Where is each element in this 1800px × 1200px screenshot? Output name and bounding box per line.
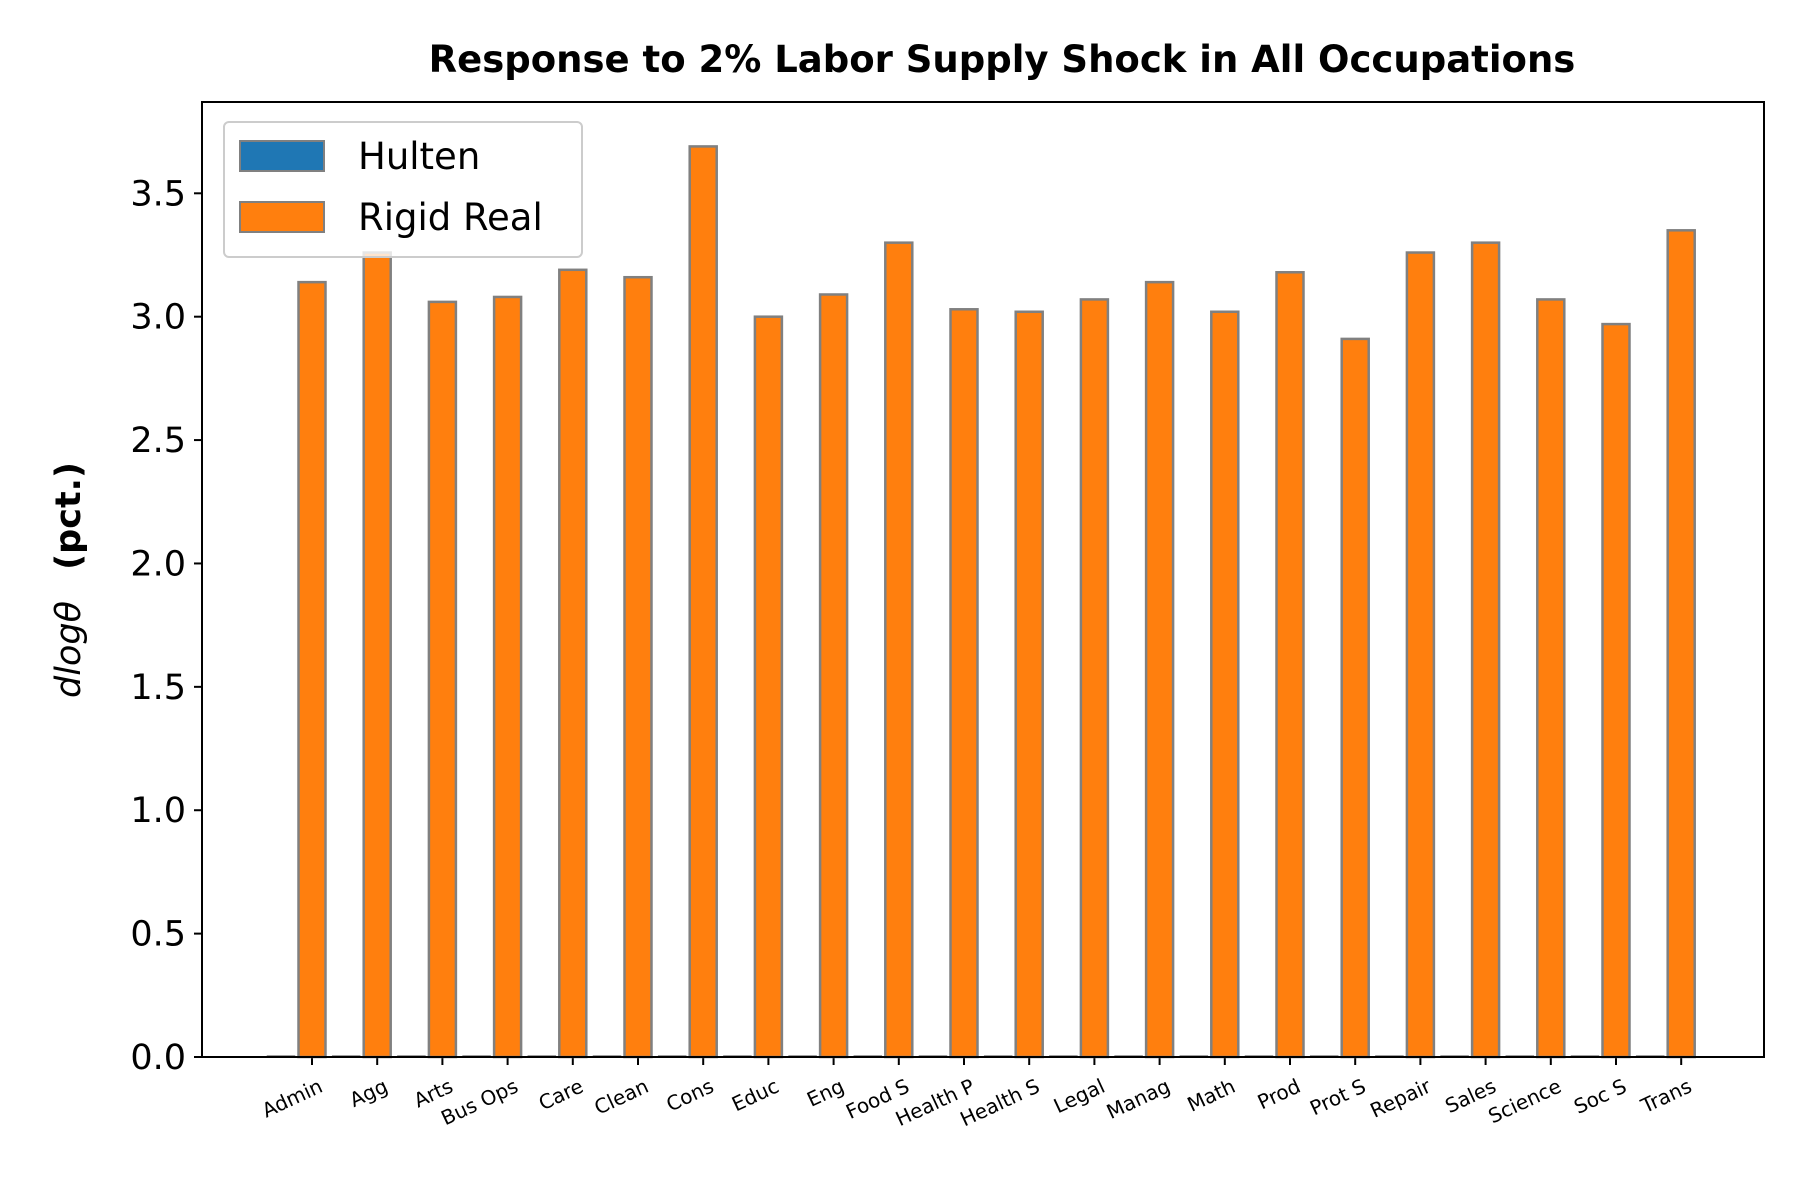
bar-rigid-real-repair — [1405, 251, 1436, 1059]
bar-rigid-real-math — [1210, 310, 1240, 1059]
y-tick-label: 1.0 — [130, 791, 186, 831]
x-tick-label: Legal — [1050, 1074, 1109, 1118]
y-tick-label: 0.0 — [130, 1038, 186, 1078]
bar-rigid-real-arts — [427, 300, 458, 1059]
bar-rigid-real-legal — [1079, 298, 1110, 1059]
x-tick-label: Educ — [728, 1074, 783, 1116]
x-tick-label: Manag — [1103, 1074, 1174, 1124]
bar-rigid-real-agg — [362, 251, 392, 1059]
bar-rigid-real-soc-s — [1601, 322, 1631, 1059]
y-axis-label: dlogθ (pct.) — [49, 462, 89, 698]
chart-title: Response to 2% Labor Supply Shock in All… — [429, 38, 1576, 81]
x-tick-label: Admin — [258, 1074, 326, 1123]
y-tick-label: 3.5 — [130, 174, 186, 214]
bar-rigid-real-health-s — [1014, 310, 1044, 1059]
bars — [266, 145, 1696, 1059]
bar-rigid-real-sales — [1470, 241, 1501, 1059]
y-tick-label: 3.0 — [130, 298, 186, 338]
x-tick-label: Soc S — [1570, 1074, 1630, 1119]
x-tick-label: Trans — [1636, 1074, 1695, 1119]
bar-rigid-real-clean — [623, 275, 653, 1059]
y-tick-label: 1.5 — [130, 668, 186, 708]
x-tick-label: Math — [1183, 1074, 1238, 1117]
bar-rigid-real-eng — [818, 293, 849, 1059]
legend-swatch-rigid-real — [239, 201, 325, 233]
bar-rigid-real-admin — [297, 280, 327, 1059]
x-tick-label: Prod — [1254, 1074, 1304, 1115]
bar-rigid-real-prod — [1275, 271, 1305, 1059]
bar-rigid-real-educ — [753, 315, 784, 1059]
y-axis-label-unit: (pct.) — [49, 462, 89, 570]
legend-label-hulten: Hulten — [358, 135, 480, 178]
legend-swatch-hulten — [239, 140, 325, 172]
x-tick-label: Care — [535, 1074, 587, 1115]
plot-frame — [201, 101, 1765, 1058]
bar-rigid-real-care — [558, 268, 588, 1059]
y-axis-label-math: dlogθ — [49, 601, 89, 698]
y-tick-label: 2.0 — [130, 544, 186, 584]
x-tick-label: Science — [1485, 1074, 1565, 1129]
legend: Hulten Rigid Real — [223, 121, 583, 258]
y-tick-label: 0.5 — [130, 915, 186, 955]
bar-rigid-real-health-p — [949, 308, 979, 1059]
x-tick-label: Eng — [803, 1074, 848, 1112]
bar-rigid-real-trans — [1666, 229, 1696, 1059]
bar-rigid-real-food-s — [884, 241, 914, 1059]
bar-rigid-real-science — [1536, 298, 1566, 1059]
x-tick-label: Clean — [591, 1074, 653, 1120]
x-tick-label: Prot S — [1306, 1074, 1369, 1121]
y-tick-label: 2.5 — [130, 421, 186, 461]
bar-rigid-real-cons — [688, 145, 718, 1059]
bar-rigid-real-prot-s — [1340, 337, 1370, 1059]
bar-rigid-real-bus-ops — [492, 295, 523, 1059]
bar-rigid-real-manag — [1144, 280, 1175, 1059]
legend-label-rigid-real: Rigid Real — [358, 196, 543, 239]
x-tick-label: Agg — [346, 1074, 392, 1112]
y-axis-ticks: 0.0 0.5 1.0 1.5 2.0 2.5 3.0 3.5 — [130, 174, 202, 1078]
x-tick-label: Repair — [1366, 1073, 1435, 1122]
x-tick-label: Cons — [662, 1074, 717, 1117]
